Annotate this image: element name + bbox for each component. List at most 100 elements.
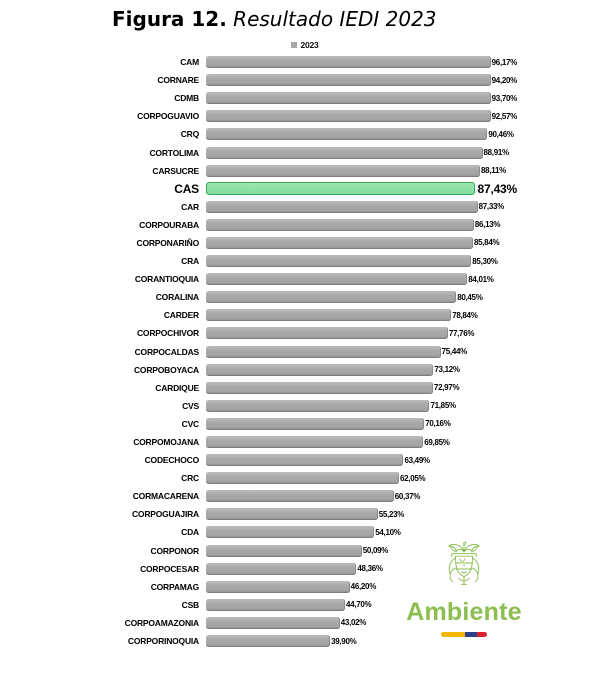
- bar-row: CSB 44,70%: [0, 596, 610, 614]
- figure-title-text: Resultado IEDI 2023: [226, 7, 437, 31]
- bar-track: 44,70%: [206, 598, 517, 611]
- value-label: 39,90%: [331, 636, 357, 646]
- category-label: CORPONARIÑO: [136, 237, 200, 248]
- bar-row: CARSUCRE 88,11%: [0, 162, 610, 180]
- value-label: 70,16%: [425, 419, 451, 429]
- category-label: CAR: [181, 201, 199, 212]
- category-label: CVS: [182, 400, 199, 411]
- bar-track: 93,70%: [206, 92, 518, 105]
- bar: [206, 580, 350, 593]
- category-label: CORTOLIMA: [149, 147, 199, 158]
- bar: [206, 110, 491, 123]
- bar: [206, 200, 478, 213]
- bar-track: 54,10%: [206, 526, 517, 539]
- category-label: CARSUCRE: [152, 165, 199, 176]
- bar-row: CRQ 90,46%: [0, 125, 610, 143]
- value-label: 50,09%: [362, 546, 389, 556]
- value-label: 69,85%: [424, 437, 450, 447]
- bar: [206, 598, 346, 611]
- figure-title-number: Figura 12.: [112, 7, 227, 31]
- value-label: 44,70%: [346, 600, 372, 610]
- value-label: 63,49%: [404, 455, 430, 465]
- bar: [206, 309, 452, 322]
- bar: [206, 616, 340, 629]
- bar-row: CVS 71,85%: [0, 397, 610, 415]
- category-label: CODECHOCO: [144, 455, 200, 466]
- bar-row: CORPONOR 50,09%: [0, 542, 610, 560]
- bar-track: 70,16%: [206, 417, 517, 430]
- bar-track: 75,44%: [206, 345, 517, 358]
- value-label: 55,23%: [378, 509, 405, 519]
- category-label: CORPOURABA: [139, 219, 199, 230]
- bar: [206, 236, 473, 249]
- bar-row: CORPOBOYACA 73,12%: [0, 361, 610, 379]
- value-label: 72,97%: [433, 383, 460, 393]
- bar-row: CORPOCALDAS 75,44%: [0, 343, 610, 361]
- category-label: CORPONOR: [150, 545, 200, 556]
- bar-track: 87,33%: [206, 200, 517, 213]
- bar-track: 80,45%: [206, 291, 517, 304]
- bar: [206, 562, 357, 575]
- bar-row: CDMB 93,70%: [0, 89, 610, 107]
- bar-row: CORPORINOQUIA 39,90%: [0, 632, 610, 650]
- chart-legend: 2023: [0, 40, 610, 50]
- bar-row: CORPOCHIVOR 77,76%: [0, 324, 610, 342]
- bar: [206, 164, 481, 177]
- bar: [206, 635, 331, 648]
- colombia-flag-bar-icon: [441, 632, 487, 637]
- flag-yellow-segment: [441, 632, 465, 637]
- category-label: CORPOBOYACA: [133, 364, 199, 375]
- category-label: CRQ: [180, 129, 199, 140]
- bar-track: 46,20%: [206, 580, 517, 593]
- bar-track: 88,91%: [206, 146, 517, 159]
- value-label: 90,46%: [488, 129, 514, 139]
- bar: [206, 399, 430, 412]
- bar-row: CORPOGUAJIRA 55,23%: [0, 505, 610, 523]
- bar-track: 88,11%: [206, 164, 517, 177]
- bar-row: CAS 87,43%: [0, 180, 610, 198]
- bar-track: 92,57%: [206, 110, 517, 123]
- bar-track: 96,17%: [206, 56, 518, 69]
- bar-track: 50,09%: [206, 544, 517, 557]
- bar-track: 86,13%: [206, 218, 517, 231]
- value-label: 88,11%: [481, 166, 506, 176]
- value-label: 84,01%: [468, 274, 494, 284]
- category-label: CORPOMOJANA: [133, 437, 199, 448]
- value-label: 93,70%: [491, 93, 518, 103]
- category-label: CDMB: [174, 93, 199, 104]
- bar-row: CORMACARENA 60,37%: [0, 487, 610, 505]
- flag-red-segment: [476, 632, 487, 637]
- value-label: 87,43%: [477, 181, 518, 196]
- bar: [206, 417, 425, 430]
- bar-track: 90,46%: [206, 128, 517, 141]
- bar-track: 72,97%: [206, 381, 517, 394]
- bar: [206, 255, 472, 268]
- category-label: CAM: [180, 57, 199, 68]
- category-label: CORPAMAG: [150, 581, 199, 592]
- category-label: CVC: [181, 418, 200, 429]
- category-label: CSB: [181, 599, 200, 610]
- bar: [206, 472, 399, 485]
- bar-row: CORPOGUAVIO 92,57%: [0, 107, 610, 125]
- bar-track: 60,37%: [206, 490, 517, 503]
- bar-track: 87,43%: [206, 182, 517, 196]
- value-label: 85,30%: [472, 256, 498, 266]
- category-label: CORPOGUAJIRA: [131, 509, 199, 520]
- value-label: 96,17%: [491, 57, 518, 67]
- legend-swatch-icon: [291, 42, 298, 48]
- bar: [206, 146, 483, 159]
- value-label: 88,91%: [483, 148, 510, 158]
- category-label: CORANTIOQUIA: [134, 274, 199, 285]
- bar: [206, 56, 491, 69]
- bar-row: CORPOAMAZONIA 43,02%: [0, 614, 610, 632]
- ambiente-wordmark: Ambiente: [406, 598, 522, 626]
- category-label: CORPOCHIVOR: [136, 328, 199, 339]
- category-label: CDA: [181, 527, 199, 538]
- value-label: 75,44%: [441, 347, 468, 357]
- bar: [206, 327, 448, 340]
- bar-row: CORPOCESAR 48,36%: [0, 560, 610, 578]
- category-label: CRC: [181, 473, 199, 484]
- bar-row: CRA 85,30%: [0, 252, 610, 270]
- bar-track: 71,85%: [206, 399, 517, 412]
- colombia-coat-of-arms-icon: [448, 541, 480, 585]
